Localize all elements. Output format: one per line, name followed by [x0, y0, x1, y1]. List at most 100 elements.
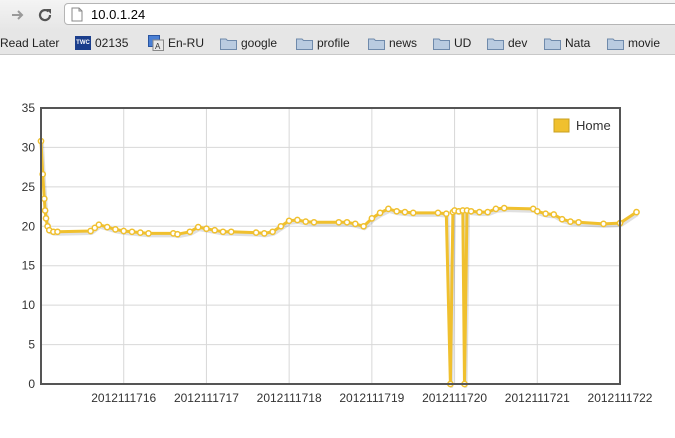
y-tick-label: 0	[28, 377, 35, 391]
bookmark-folder-ud[interactable]: UD	[433, 35, 471, 51]
bookmark-label: movie	[628, 36, 661, 50]
data-point	[294, 216, 301, 224]
folder-icon	[607, 38, 624, 50]
data-point	[186, 228, 194, 236]
data-point	[500, 204, 508, 212]
data-point	[401, 208, 409, 216]
data-point	[145, 230, 152, 237]
data-point	[211, 226, 219, 234]
bookmark-label: news	[389, 36, 418, 50]
plot-frame	[40, 107, 621, 385]
bookmark-folder-dev[interactable]: dev	[487, 35, 527, 51]
x-tick-label: 2012111718	[257, 391, 322, 405]
data-point	[219, 228, 227, 236]
address-bar[interactable]: 10.0.1.24	[64, 3, 675, 25]
data-point	[484, 208, 492, 216]
data-point	[567, 218, 574, 225]
bookmark-label: En-RU	[168, 36, 205, 50]
forward-arrow-icon	[12, 10, 24, 20]
data-point	[120, 227, 128, 235]
data-point	[203, 225, 210, 233]
reload-button[interactable]	[35, 5, 55, 25]
data-point	[600, 220, 607, 228]
bookmark-folder-profile[interactable]: profile	[296, 35, 350, 51]
data-point	[633, 208, 640, 216]
bookmark-label: dev	[508, 36, 528, 50]
grid-layer	[41, 108, 620, 384]
x-tick-label: 2012111719	[339, 391, 404, 405]
y-tick-label: 30	[22, 140, 36, 154]
forward-button[interactable]	[8, 5, 28, 25]
reload-icon	[38, 8, 52, 22]
folder-icon	[544, 38, 561, 50]
bookmark-label: UD	[454, 36, 472, 50]
data-point	[335, 218, 343, 226]
data-point	[40, 195, 48, 203]
data-point	[42, 215, 50, 222]
data-point	[285, 217, 293, 225]
series-line-home	[39, 141, 638, 386]
bookmarks-bar: Read Later TWC 02135 A En-RU google prof…	[0, 30, 675, 55]
bookmark-02135[interactable]: TWC 02135	[75, 35, 128, 51]
bookmark-folder-movie[interactable]: movie	[607, 35, 660, 51]
legend-swatch	[553, 118, 570, 133]
data-point	[91, 224, 99, 232]
folder-icon	[296, 38, 313, 50]
data-point	[492, 205, 500, 213]
y-tick-label: 5	[28, 338, 35, 352]
x-tick-label: 2012111721	[505, 391, 570, 405]
legend: Home	[553, 118, 611, 133]
data-point	[343, 218, 351, 226]
data-point	[103, 223, 111, 231]
url-text: 10.0.1.24	[91, 7, 146, 22]
data-point	[277, 222, 285, 230]
data-point	[467, 207, 475, 215]
data-point	[393, 207, 401, 215]
data-point	[227, 228, 235, 236]
y-tick-label: 20	[22, 219, 36, 233]
bookmark-label: Read Later	[0, 36, 60, 50]
data-point	[550, 211, 558, 218]
temperature-line-chart: 0 5 10 15 20 25 30 35 2012111716 2012111717 201211…	[22, 101, 653, 405]
data-point	[434, 209, 442, 217]
data-point	[533, 207, 541, 215]
series-shadow	[40, 142, 639, 388]
bookmark-folder-google[interactable]: google	[220, 35, 277, 51]
data-point	[575, 218, 582, 226]
x-tick-label: 2012111716	[91, 391, 156, 405]
legend-label: Home	[576, 118, 611, 133]
y-tick-label: 25	[22, 180, 36, 194]
bookmark-folder-nata[interactable]: Nata	[544, 35, 590, 51]
page-icon	[71, 7, 83, 22]
series-layer	[37, 137, 640, 388]
folder-icon	[487, 38, 504, 50]
bookmark-label: google	[241, 36, 278, 50]
translate-icon: A	[148, 35, 164, 51]
data-point	[368, 215, 376, 222]
bookmark-label: profile	[317, 36, 350, 50]
browser-toolbar: 10.0.1.24	[0, 0, 675, 30]
data-point	[385, 205, 392, 213]
data-point	[128, 228, 136, 236]
tick-layer: 0 5 10 15 20 25 30 35 2012111716 2012111717 201211…	[22, 101, 653, 405]
twc-icon: TWC	[75, 36, 91, 50]
data-point	[376, 209, 384, 217]
bookmark-en-ru[interactable]: A En-RU	[148, 35, 204, 51]
data-point	[95, 221, 103, 229]
folder-icon	[368, 38, 385, 50]
data-point	[41, 207, 49, 214]
data-point	[260, 230, 268, 237]
x-tick-label: 2012111722	[588, 391, 653, 405]
x-tick-label: 2012111717	[174, 391, 239, 405]
data-point	[269, 228, 276, 236]
y-tick-label: 35	[22, 101, 36, 115]
frame-layer	[40, 107, 621, 385]
data-point	[542, 210, 549, 218]
data-point	[112, 226, 119, 233]
bookmark-read-later[interactable]: Read Later	[0, 35, 59, 51]
bookmark-folder-news[interactable]: news	[368, 35, 417, 51]
y-tick-label: 10	[22, 298, 36, 312]
svg-text:A: A	[155, 42, 161, 51]
data-point	[194, 223, 202, 231]
data-point	[351, 220, 359, 228]
